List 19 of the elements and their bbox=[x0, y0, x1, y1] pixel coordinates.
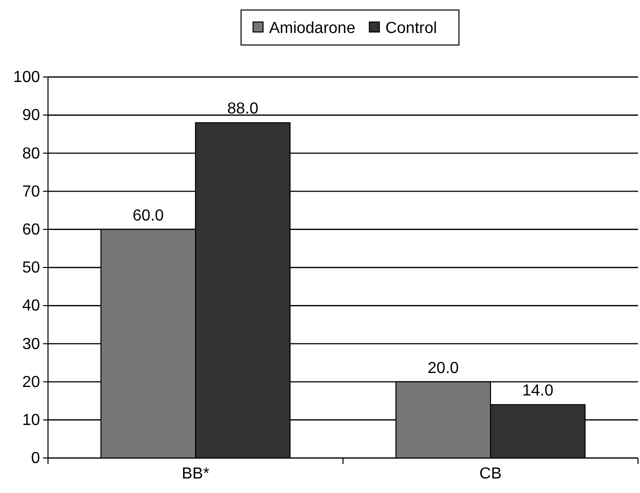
data-label: 60.0 bbox=[132, 207, 164, 224]
data-label: 20.0 bbox=[428, 360, 459, 377]
y-tick-label: 10 bbox=[22, 412, 40, 430]
y-tick-label: 80 bbox=[22, 145, 40, 162]
x-tick-label: CB bbox=[479, 466, 502, 483]
x-tick-label: BB* bbox=[182, 466, 210, 483]
y-tick-label: 40 bbox=[22, 298, 40, 315]
y-tick-label: 0 bbox=[31, 450, 40, 468]
y-tick-label: 70 bbox=[22, 183, 40, 200]
y-tick-label: 90 bbox=[22, 107, 40, 124]
legend-label: Amiodarone bbox=[269, 20, 356, 37]
legend-label: Control bbox=[385, 20, 437, 37]
data-label: 88.0 bbox=[227, 100, 258, 118]
y-tick-label: 100 bbox=[13, 69, 40, 86]
y-tick-label: 60 bbox=[22, 222, 40, 239]
data-label: 14.0 bbox=[522, 382, 554, 400]
y-tick-label: 50 bbox=[22, 260, 40, 277]
y-tick-label: 30 bbox=[22, 336, 40, 353]
y-tick-label: 20 bbox=[22, 374, 40, 391]
